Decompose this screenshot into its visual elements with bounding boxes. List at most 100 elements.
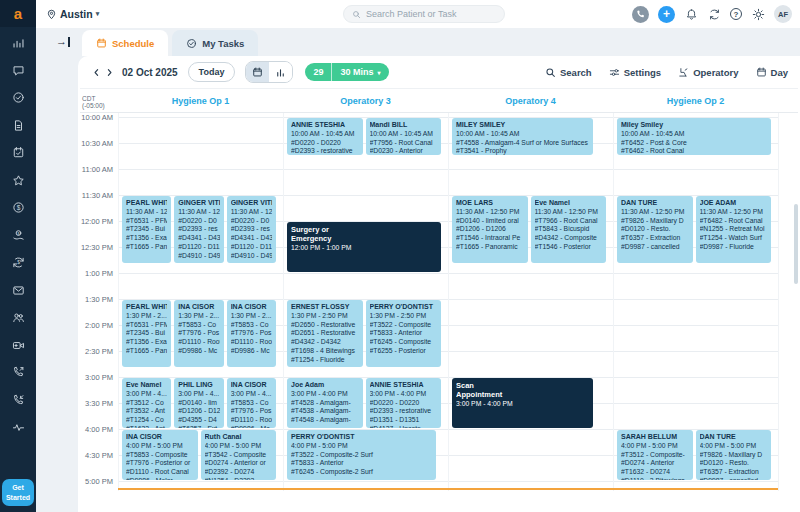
call-logs-icon[interactable] [0, 387, 36, 415]
search-button[interactable]: Search [545, 67, 592, 78]
operatory-button[interactable]: Operatory [678, 67, 738, 78]
appointment-card[interactable]: ANNIE STESHIA10:00 AM - 10:45 AM#D0220 -… [287, 118, 363, 155]
phone-icon [636, 9, 646, 19]
video-call-icon[interactable] [0, 332, 36, 360]
appointment-time: 4:00 PM - 5:00 PM [205, 442, 273, 451]
appointment-time: 11:30 AM - 12... [178, 208, 219, 217]
billing-dollar-icon[interactable]: $ [0, 194, 36, 222]
appointment-card[interactable]: PEARL WHITE11:30 AM - 12...#T6531 - PFM#… [122, 196, 171, 263]
analytics-icon[interactable] [0, 29, 36, 57]
notifications-bell-icon[interactable] [684, 7, 698, 21]
global-search-input[interactable]: Search Patient or Task [343, 5, 505, 23]
time-label: 11:00 AM [80, 165, 113, 174]
scrollbar-thumb[interactable] [794, 204, 798, 284]
appointment-card[interactable]: Eve Namel11:30 AM - 12:50 PM#T7966 - Roo… [531, 196, 607, 263]
day-view-button[interactable]: Day [756, 67, 788, 78]
appointment-time: 11:30 AM - 12:50 PM [535, 208, 603, 217]
get-started-button[interactable]: Get Started [2, 479, 34, 506]
tab-schedule-label: Schedule [112, 38, 154, 49]
appointment-card[interactable]: GINGER VITIS11:30 AM - 12...#D0220 - D0#… [174, 196, 223, 263]
appointments-calendar-icon[interactable] [0, 139, 36, 167]
avatar[interactable]: AF [774, 5, 792, 23]
appointment-procedure: #T6245 - Composite-2 Surf [291, 468, 432, 477]
appointment-procedure: #T3512 - Co [126, 399, 167, 408]
appointment-card[interactable]: SARAH BELLUM4:00 PM - 5:00 PM#T3512 - Co… [617, 430, 693, 480]
calendar-view-button[interactable] [246, 62, 269, 82]
appointment-card[interactable]: Miley Smiley10:00 AM - 10:45 AM#T6452 - … [617, 118, 771, 155]
appointment-card[interactable]: INA CISOR1:30 PM - 2...#T5853 - Co#T7976… [174, 300, 223, 367]
appointment-procedure: #D2393 - restorative [291, 147, 359, 155]
appointment-card[interactable]: GINGER VITIS11:30 AM - 12...#D0220 - D0#… [227, 196, 276, 263]
appointment-procedure: #D0220 - D0 [231, 217, 272, 226]
appointment-patient-name: DAN TURE [700, 433, 768, 442]
today-button[interactable]: Today [188, 62, 236, 82]
appointment-card[interactable]: INA CISOR4:00 PM - 5:00 PM#T5853 - Compo… [122, 430, 198, 480]
appointment-procedure: #D4342 - Composite [535, 234, 603, 243]
appointment-card[interactable]: JOE ADAM11:30 AM - 12:50 PM#T6482 - Root… [696, 196, 772, 263]
settings-button[interactable]: Settings [609, 67, 661, 78]
tab-schedule[interactable]: Schedule [82, 30, 168, 56]
location-selector[interactable]: Austin ▾ [46, 8, 99, 20]
messages-envelope-icon[interactable] [0, 277, 36, 305]
appointment-procedure: #T2345 - Bui [126, 329, 167, 338]
settings-gear-icon[interactable] [751, 7, 765, 21]
activity-pulse-icon[interactable] [0, 414, 36, 442]
appointment-card[interactable]: Mandi BILL10:00 AM - 10:45 AM#T7956 - Ro… [366, 118, 442, 155]
appointment-procedure: #T6462 - Root Canal [621, 147, 767, 155]
appointment-card[interactable]: ANNIE STESHIA3:00 PM - 4:00 PM#D0220 - D… [366, 378, 442, 428]
interval-dropdown[interactable]: 30 Mins ▾ [332, 63, 388, 81]
prev-day-button[interactable] [90, 68, 103, 77]
appointment-card[interactable]: MOE LARS11:30 AM - 12:50 PM#D0140 - limi… [452, 196, 528, 263]
appointment-card[interactable]: PERRY O'DONTIST1:30 PM - 2:50 PM#T3522 -… [366, 300, 442, 367]
appointment-card[interactable]: PHIL LING3:00 PM - 4...#D0140 - lim#D120… [174, 378, 223, 428]
appointment-card[interactable]: ERNEST FLOSSY1:30 PM - 2:50 PM#D2650 - R… [287, 300, 363, 367]
appointment-card[interactable]: Ruth Canal4:00 PM - 5:00 PM#T3542 - Comp… [201, 430, 277, 480]
view-mode-toggle [245, 61, 293, 83]
appointment-procedure: #D9986 - Molar [126, 477, 194, 480]
patients-people-icon[interactable] [0, 304, 36, 332]
collapse-sidebar-icon[interactable]: → [56, 36, 70, 47]
appointment-card[interactable]: PERRY O'DONTIST4:00 PM - 5:00 PM#T3522 -… [287, 430, 436, 480]
chart-view-button[interactable] [269, 62, 292, 82]
appointment-procedure: #T1546 - Intraoral Pe [456, 234, 524, 243]
appointment-procedure: #D1110 - 2 Bitewings [621, 477, 689, 480]
appointment-card[interactable]: DAN TURE4:00 PM - 5:00 PM#T9826 - Maxill… [696, 430, 772, 480]
appointment-card[interactable]: DAN TURE11:30 AM - 12:50 PM#T9826 - Maxi… [617, 196, 693, 263]
header-actions: + ? AF [632, 0, 792, 28]
phone-button[interactable] [632, 6, 649, 23]
payments-hand-icon[interactable]: $ [0, 222, 36, 250]
documents-icon[interactable] [0, 112, 36, 140]
sync-icon[interactable] [707, 7, 721, 21]
sliders-icon [609, 67, 620, 78]
reviews-star-icon[interactable] [0, 167, 36, 195]
appointment-card[interactable]: INA CISOR3:00 PM - 4...#T5853 - Co#T7976… [227, 378, 276, 428]
add-button[interactable]: + [658, 6, 675, 23]
appointment-card[interactable]: Joe Adam3:00 PM - 4:00 PM#T4528 - Amalga… [287, 378, 363, 428]
help-icon[interactable]: ? [730, 8, 742, 20]
tasks-check-icon[interactable] [0, 84, 36, 112]
appointment-time: 10:00 AM - 10:45 AM [621, 130, 767, 139]
refunds-exchange-icon[interactable]: $ [0, 249, 36, 277]
appointment-card[interactable]: PEARL WHITE1:30 PM - 2...#T6531 - PFM#T2… [122, 300, 171, 367]
appointment-patient-name: GINGER VITIS [231, 199, 272, 208]
next-day-button[interactable] [103, 68, 116, 77]
appointment-card[interactable]: MILEY SMILEY10:00 AM - 10:45 AM#T4558 - … [452, 118, 593, 155]
appointment-card[interactable]: Surgery or Emergency12:00 PM - 1:00 PM [287, 222, 441, 272]
appointment-procedure: #T4558 - Amalgam-4 Surf or More Surfaces [456, 139, 589, 148]
appointment-procedure: #T1665 - Panoramic [456, 243, 524, 252]
tab-my-tasks[interactable]: My Tasks [172, 30, 258, 56]
appointment-procedure: #T1356 - Exa [126, 234, 167, 243]
day-calendar-icon [756, 67, 767, 78]
appointment-procedure: #T1698 - 4 Bitewings [291, 347, 359, 356]
chat-icon[interactable] [0, 57, 36, 85]
appointment-procedure: #T6531 - PFM [126, 217, 167, 226]
appointment-card[interactable]: INA CISOR1:30 PM - 2...#T5853 - Co#T7976… [227, 300, 276, 367]
column-divider [118, 113, 119, 491]
appointment-procedure: #T2345 - Bui [126, 225, 167, 234]
appointment-card[interactable]: Scan Appointment3:00 PM - 4:00 PM [452, 378, 593, 428]
appointment-procedure: #T6357 - Ext [178, 425, 219, 428]
calls-outgoing-icon[interactable] [0, 359, 36, 387]
appointment-procedure: #T6357 - Extraction [621, 234, 689, 243]
appointment-card[interactable]: Eve Namel3:00 PM - 4...#T3512 - Co#T3532… [122, 378, 171, 428]
time-label: 3:30 PM [80, 399, 113, 408]
